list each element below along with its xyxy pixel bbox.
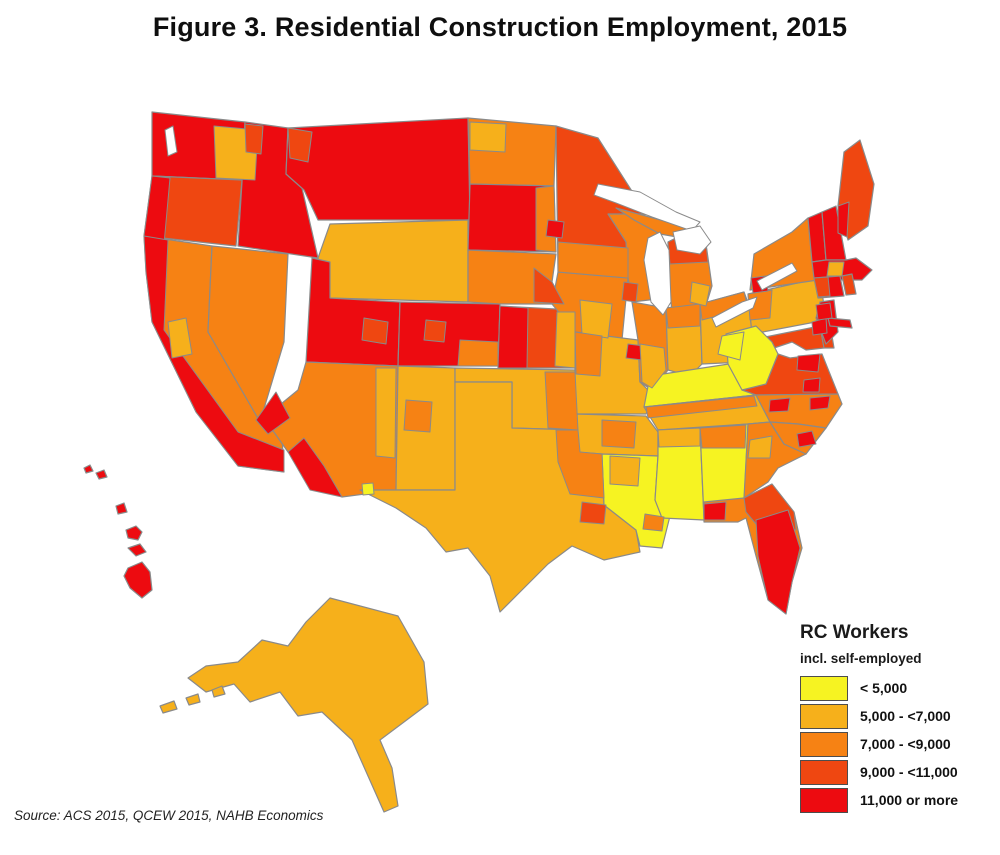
lake-3 (672, 225, 712, 255)
legend-row-c1: < 5,000 (800, 675, 996, 701)
legend-swatch-c2 (800, 703, 848, 729)
legend-label-c2: 5,000 - <7,000 (860, 708, 951, 724)
legend-row-c5: 11,000 or more (800, 787, 996, 813)
map-patch-p8 (423, 319, 447, 343)
map-patch-p23 (287, 437, 343, 498)
region-HI (125, 525, 143, 541)
map-patch-p6 (361, 317, 389, 345)
legend-swatch-c4 (800, 759, 848, 785)
map-patch-p54 (813, 276, 831, 298)
map-patch-p42 (796, 430, 817, 448)
map-patch-p11 (554, 311, 576, 369)
map-patch-p52 (244, 123, 264, 155)
region-RI (841, 273, 857, 296)
legend: RC Workers incl. self-employed < 5,000 5,… (800, 622, 996, 816)
map-patch-p5 (255, 391, 291, 435)
map-patch-p41 (809, 395, 831, 411)
map-patch-p22 (579, 501, 607, 525)
map-patch-p39 (802, 377, 821, 393)
legend-subtitle: incl. self-employed (800, 651, 922, 666)
map-patch-p12 (533, 267, 565, 305)
legend-row-c4: 9,000 - <11,000 (800, 759, 996, 785)
map-patch-p48 (826, 261, 845, 277)
lake-5 (756, 262, 798, 291)
map-patch-p7 (457, 339, 499, 367)
legend-swatch-c1 (800, 675, 848, 701)
region-AK (185, 693, 201, 706)
legend-rows: < 5,000 5,000 - <7,000 7,000 - <9,000 9,000… (800, 675, 996, 813)
region-HI (83, 464, 94, 474)
map-patch-p56 (621, 281, 639, 303)
legend-label-c5: 11,000 or more (860, 792, 959, 808)
region-WY (317, 219, 469, 303)
legend-row-c2: 5,000 - <7,000 (800, 703, 996, 729)
map-patch-p53 (361, 482, 375, 496)
region-NV (207, 245, 289, 423)
map-patch-p49 (601, 419, 637, 449)
region-HI (95, 469, 108, 480)
map-patch-p47 (837, 201, 850, 238)
map-patch-p34 (699, 424, 747, 449)
region-AK (159, 700, 178, 714)
map-patch-p51 (642, 513, 665, 532)
map-patch-p27 (665, 303, 701, 329)
legend-row-c3: 7,000 - <9,000 (800, 731, 996, 757)
lake-4 (711, 296, 758, 328)
map-patch-p24 (375, 367, 397, 459)
region-LI (827, 317, 853, 329)
legend-label-c4: 9,000 - <11,000 (860, 764, 958, 780)
region-AK (187, 597, 429, 813)
map-patch-p18 (574, 331, 603, 377)
map-patch-p40 (768, 397, 791, 413)
map-patch-p15 (557, 241, 629, 279)
region-HI (127, 543, 147, 557)
region-HI (123, 561, 153, 599)
map-patch-p13 (469, 121, 507, 153)
legend-label-c1: < 5,000 (860, 680, 908, 696)
map-patch-p35 (747, 435, 773, 459)
map-patch-p25 (403, 399, 433, 433)
map-patch-p50 (609, 455, 641, 487)
map-patch-p36 (755, 509, 801, 615)
map-patch-p4 (167, 317, 193, 359)
legend-title: RC Workers (800, 622, 909, 643)
lake-2 (643, 231, 672, 316)
map-patch-p16 (545, 219, 565, 239)
region-MT (285, 117, 471, 221)
map-patch-p33 (657, 427, 701, 448)
map-patch-p20 (544, 371, 579, 431)
figure-title: Figure 3. Residential Construction Emplo… (152, 12, 848, 42)
region-HI (115, 502, 128, 515)
legend-swatch-c3 (800, 731, 848, 757)
map-patch-p9 (287, 127, 313, 163)
map-patch-p28 (717, 331, 745, 361)
map-patch-p10 (497, 305, 529, 369)
map-patch-p26 (639, 343, 667, 389)
legend-label-c3: 7,000 - <9,000 (860, 736, 951, 752)
source-note: Source: ACS 2015, QCEW 2015, NAHB Econom… (14, 808, 324, 823)
map-patch-p37 (703, 501, 727, 521)
map-patch-p46 (815, 302, 833, 321)
region-AK (211, 685, 226, 698)
map-patch-p32 (645, 395, 758, 419)
lake-6 (164, 125, 178, 157)
map-patch-p14 (535, 185, 557, 253)
map-patch-p17 (579, 299, 613, 339)
map-patch-p21 (555, 429, 605, 499)
legend-swatch-c5 (800, 787, 848, 813)
map-patch-p38 (796, 353, 821, 373)
map-patch-p31 (689, 281, 711, 307)
